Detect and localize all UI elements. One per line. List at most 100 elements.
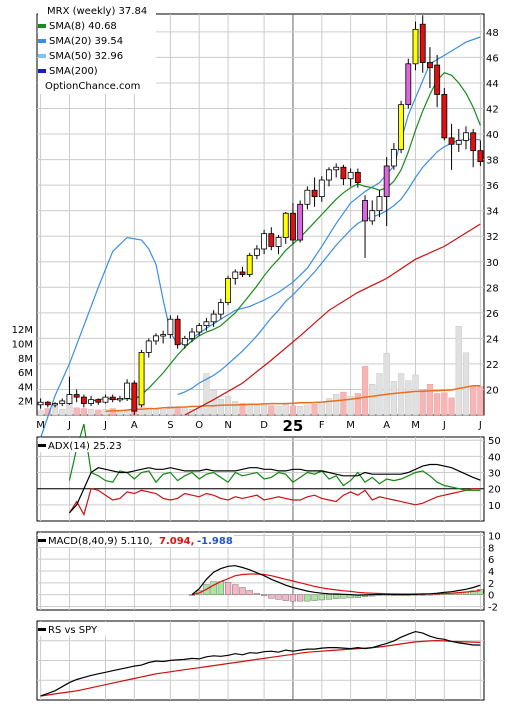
candle-body bbox=[203, 321, 210, 327]
date-tick-label: J bbox=[103, 420, 107, 431]
volume-bar bbox=[376, 373, 383, 416]
volume-bar bbox=[470, 385, 477, 416]
volume-bar bbox=[441, 392, 448, 416]
macd-histogram-bar bbox=[477, 589, 484, 595]
volume-bar bbox=[419, 389, 426, 416]
legend-swatch bbox=[38, 39, 46, 43]
candle-body bbox=[174, 318, 181, 346]
candle-body bbox=[477, 150, 484, 163]
macd-histogram-bar bbox=[304, 594, 311, 602]
macd-histogram-bar bbox=[289, 594, 297, 602]
legend-box bbox=[38, 2, 156, 94]
legend-box bbox=[38, 622, 108, 636]
volume-bar bbox=[181, 408, 188, 416]
price-tick-label: 34 bbox=[486, 207, 499, 218]
legend-swatch bbox=[38, 539, 46, 542]
candle-body bbox=[246, 254, 253, 275]
volume-average-line bbox=[105, 384, 481, 413]
candle-body bbox=[304, 189, 311, 205]
candle-body bbox=[290, 212, 296, 241]
volume-bar bbox=[59, 409, 66, 416]
legend-swatch bbox=[38, 24, 46, 28]
candle-body bbox=[441, 94, 448, 139]
candle-body bbox=[398, 104, 405, 150]
price-tick-label: 20 bbox=[486, 385, 499, 396]
candle-body bbox=[463, 132, 469, 141]
date-tick-label: F bbox=[319, 420, 325, 431]
candle-body bbox=[354, 171, 361, 183]
price-tick-label: 28 bbox=[486, 283, 499, 294]
volume-tick-label: 8M bbox=[18, 354, 33, 365]
volume-bar bbox=[426, 383, 434, 416]
candle-body bbox=[275, 237, 282, 247]
macd-tick-label: 4 bbox=[488, 567, 494, 578]
price-tick-label: 42 bbox=[486, 105, 499, 116]
volume-bar bbox=[160, 409, 167, 416]
macd-histogram-bar bbox=[188, 594, 196, 596]
price-axis-labels: 20 22 24 26 28 30 32 34 36 38 40 42 44 46 48 bbox=[486, 28, 499, 397]
candle-body bbox=[261, 233, 268, 250]
candle-body bbox=[362, 200, 368, 222]
volume-bar bbox=[167, 406, 174, 416]
volume-bar bbox=[383, 353, 390, 416]
volume-tick-label: 10M bbox=[12, 339, 33, 350]
candle-body bbox=[340, 166, 347, 180]
legend-label: -1.988 bbox=[197, 536, 233, 547]
macd-histogram-bar bbox=[217, 581, 224, 595]
legend-label: SMA(50) 32.96 bbox=[49, 51, 123, 62]
adx-tick-label: 30 bbox=[488, 469, 501, 480]
candle-body bbox=[225, 277, 231, 304]
date-tick-label: M bbox=[411, 420, 420, 431]
volume-bar bbox=[311, 404, 318, 416]
candle-body bbox=[268, 233, 275, 247]
macd-histogram-bar bbox=[325, 594, 333, 600]
macd-histogram-bar bbox=[232, 584, 239, 595]
volume-bar bbox=[289, 405, 297, 416]
volume-bar bbox=[73, 407, 80, 416]
candle-body bbox=[455, 140, 462, 145]
volume-bar bbox=[347, 396, 354, 416]
volume-bar bbox=[260, 404, 268, 416]
volume-bar bbox=[102, 409, 109, 416]
macd-tick-label: -2 bbox=[488, 602, 498, 613]
volume-bar bbox=[297, 406, 304, 416]
volume-bar bbox=[405, 380, 412, 416]
macd-histogram-bar bbox=[246, 590, 253, 595]
candle-body bbox=[102, 396, 109, 403]
candle-body bbox=[239, 271, 246, 275]
date-tick-label: S bbox=[167, 420, 173, 431]
adx-tick-label: 50 bbox=[488, 436, 501, 447]
candle-body bbox=[383, 165, 390, 198]
candle-body bbox=[210, 313, 217, 323]
legend-box bbox=[38, 533, 234, 547]
candle-body bbox=[333, 166, 340, 171]
volume-bar bbox=[80, 408, 87, 416]
candle-body bbox=[405, 63, 412, 106]
price-tick-label: 46 bbox=[486, 53, 499, 64]
adx-legend: ADX(14) 25.23 bbox=[38, 438, 128, 452]
candle-body bbox=[347, 171, 354, 180]
volume-bar bbox=[37, 410, 44, 416]
volume-bar bbox=[361, 366, 369, 416]
price-tick-label: 40 bbox=[486, 130, 499, 141]
candle-body bbox=[181, 337, 188, 346]
rs-panel: RS vs SPY bbox=[36, 620, 485, 701]
candle-body bbox=[116, 397, 123, 401]
legend-label: SMA(200) bbox=[49, 66, 98, 77]
macd-lines bbox=[191, 565, 481, 596]
date-axis-labels: M J J A S O N D 25 F M A M J J bbox=[36, 417, 482, 435]
volume-bar bbox=[203, 373, 210, 416]
legend-swatch bbox=[38, 69, 46, 73]
rs-legend: RS vs SPY bbox=[38, 622, 108, 636]
volume-tick-label: 6M bbox=[18, 368, 33, 379]
date-tick-label: N bbox=[224, 420, 231, 431]
volume-tick-label: 12M bbox=[12, 325, 33, 336]
legend-label: RS vs SPY bbox=[48, 625, 98, 636]
macd-tick-label: 6 bbox=[488, 555, 494, 566]
volume-bar bbox=[333, 394, 340, 416]
volume-tick-label: 2M bbox=[18, 397, 33, 408]
date-tick-label: D bbox=[260, 420, 268, 431]
sma-20-line bbox=[177, 138, 481, 396]
macd-histogram-bar bbox=[261, 594, 268, 597]
